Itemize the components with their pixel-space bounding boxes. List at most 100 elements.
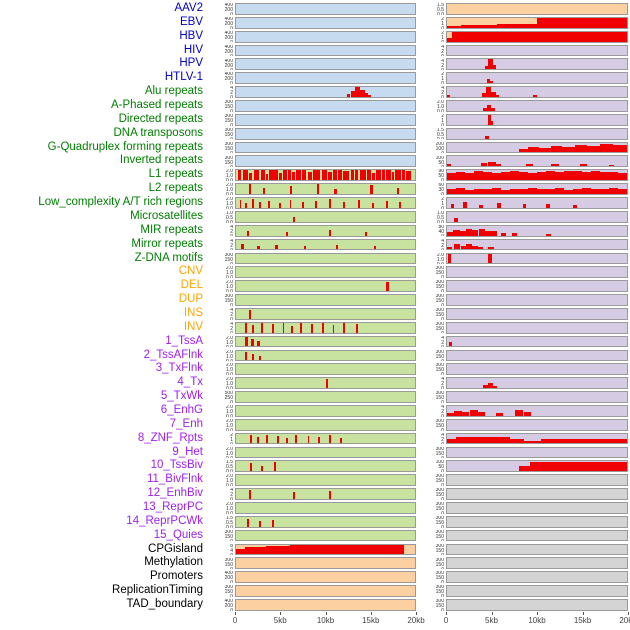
data-bar <box>244 336 248 347</box>
y-axis-ticks: 4002000 <box>203 45 235 57</box>
data-bar <box>452 31 627 42</box>
data-bar <box>495 94 500 97</box>
y-axis-ticks: 2.01.00.0 <box>203 280 235 292</box>
y-axis-ticks: 420 <box>416 86 446 98</box>
y-tick-label: 300 <box>224 100 233 106</box>
track-panel <box>235 460 416 473</box>
data-bar <box>524 440 541 444</box>
data-bar <box>454 244 461 250</box>
data-bar <box>269 170 274 181</box>
data-bar <box>343 171 349 181</box>
data-bar <box>447 26 462 28</box>
y-tick-label: 0.0 <box>226 221 233 223</box>
data-bar <box>483 107 487 111</box>
data-bar <box>343 322 346 333</box>
y-tick-label: 8 <box>230 543 233 549</box>
y-tick-label: 0.5 <box>226 519 233 526</box>
track-row: INS4203001500 <box>0 307 630 321</box>
y-tick-label: 0 <box>441 290 444 292</box>
track-panel <box>235 529 416 542</box>
track-panel <box>235 446 416 459</box>
y-tick-label: 300 <box>435 515 444 521</box>
data-bar <box>533 95 537 97</box>
x-tick-label: 15kb <box>573 616 592 625</box>
data-bar <box>368 95 372 97</box>
y-tick-label: 4 <box>441 405 444 411</box>
track-panel <box>235 418 416 431</box>
y-axis-ticks: 2.01.00.0 <box>203 474 235 486</box>
track-label: 13_ReprPC <box>142 500 203 513</box>
track-row: ReplicationTiming30015003001500 <box>0 584 630 598</box>
data-bar <box>490 121 494 125</box>
data-bar <box>381 170 386 181</box>
track-label: INV <box>183 320 203 333</box>
y-tick-label: 150 <box>435 519 444 526</box>
track-panel <box>446 266 628 279</box>
y-tick-label: 0 <box>441 539 444 541</box>
track-label: HTLV-1 <box>164 71 203 84</box>
y-tick-label: 200 <box>224 603 233 610</box>
y-tick-label: 200 <box>224 20 233 27</box>
track-row: DNA transposons30015001.50.50.0 <box>0 127 630 141</box>
y-tick-label: 150 <box>435 325 444 332</box>
data-bar <box>447 231 454 236</box>
y-tick-label: 150 <box>435 298 444 305</box>
data-bar <box>465 243 473 250</box>
y-tick-label: 30 <box>438 187 444 194</box>
data-bar <box>317 170 321 181</box>
track-panel <box>446 197 628 209</box>
track-label: EBV <box>179 15 203 28</box>
track-panel <box>235 335 416 348</box>
x-tick-mark <box>446 612 447 615</box>
data-bar <box>462 412 470 416</box>
y-tick-label: 200 <box>224 575 233 582</box>
y-tick-label: 0 <box>441 567 444 569</box>
y-tick-label: 300 <box>435 474 444 480</box>
data-bar <box>346 93 350 97</box>
y-tick-label: 40 <box>438 228 444 235</box>
data-bar <box>537 171 546 181</box>
data-bar <box>454 218 458 222</box>
x-tick-mark <box>537 612 538 615</box>
y-tick-label: 2 <box>441 436 444 443</box>
y-tick-label: 0 <box>441 359 444 361</box>
y-tick-label: 4 <box>441 377 444 383</box>
y-tick-label: 300 <box>435 280 444 286</box>
data-bar <box>609 164 615 167</box>
y-axis-ticks: 2.01.00.0 <box>203 405 235 417</box>
data-bar <box>478 229 485 236</box>
data-bar <box>491 91 496 97</box>
track-panel <box>446 460 628 473</box>
track-label: Low_complexity A/T rich regions <box>38 196 203 209</box>
y-tick-label: 2 <box>441 197 444 203</box>
y-tick-label: 1.0 <box>226 381 233 388</box>
y-tick-label: 300 <box>224 114 233 119</box>
y-axis-ticks: 420 <box>416 336 446 348</box>
track-panel <box>235 197 416 209</box>
data-bar <box>488 59 493 70</box>
track-panel <box>235 100 416 112</box>
data-bar <box>259 355 262 361</box>
data-bar <box>355 170 358 181</box>
y-tick-label: 2.0 <box>226 405 233 411</box>
data-bar <box>529 461 627 472</box>
data-bar <box>274 170 279 181</box>
data-bar <box>447 164 451 167</box>
data-bar <box>618 172 627 181</box>
data-bar <box>244 351 248 361</box>
y-axis-ticks: 4002000 <box>203 3 235 15</box>
data-bar <box>237 170 242 181</box>
data-bar <box>461 24 498 28</box>
y-tick-label: 200 <box>224 48 233 55</box>
y-tick-label: 300 <box>435 446 444 452</box>
track-panel <box>446 585 628 597</box>
data-bar <box>447 439 456 444</box>
